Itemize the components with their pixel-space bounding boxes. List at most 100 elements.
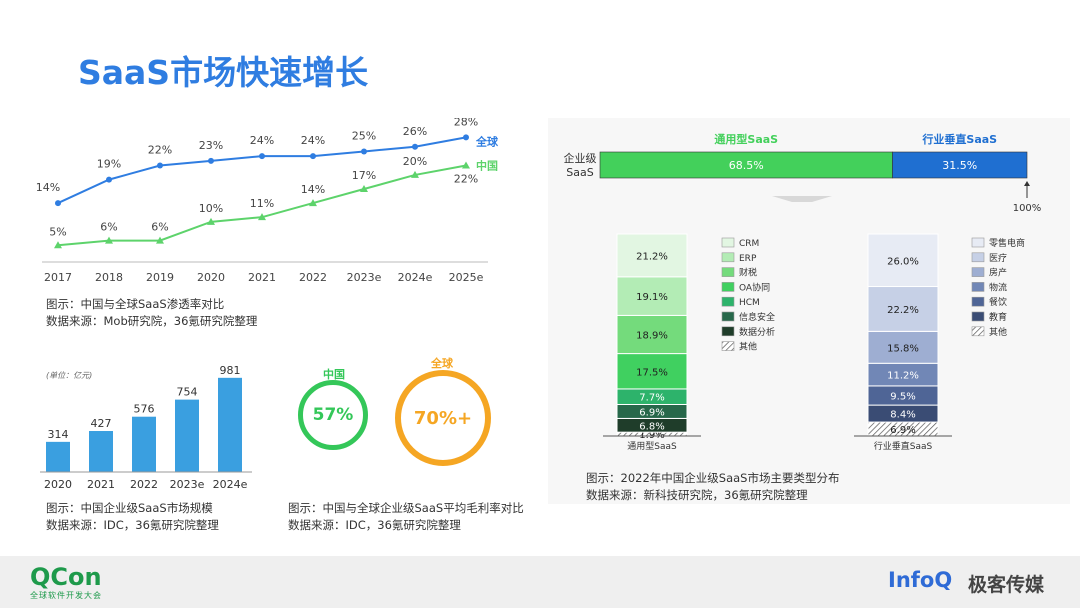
margin-note: 图示：中国与全球企业级SaaS平均毛利率对比 [288,501,524,515]
margin-china-value: 57% [312,405,354,425]
global-point [208,157,214,164]
legend-label: 餐饮 [989,296,1007,308]
legend-swatch [971,311,985,322]
legend-label: CRM [739,239,759,249]
point-label: 24% [250,134,274,147]
x-tick-label: 2023e [170,478,205,491]
china-point [411,170,419,178]
stack-segment-label: 6.9% [890,425,915,436]
china-point [207,217,215,225]
point-label: 5% [49,225,66,238]
geek-media-logo: 极客传媒 [968,574,1045,596]
bar-value-label: 314 [48,428,69,441]
point-label: 22% [148,144,172,157]
x-tick-label: 2017 [44,271,72,284]
legend-label: 物流 [989,281,1007,293]
point-label: 6% [151,221,168,234]
qcon-subtitle: 全球软件开发大会 [30,591,102,600]
global-point [463,134,469,141]
unit-label: (单位：亿元) [46,371,92,380]
legend-global: 全球 [475,134,499,148]
bar-value-label: 981 [220,364,241,377]
stack-xlabel: 通用型SaaS [627,441,677,452]
china-point [258,213,266,221]
x-tick-label: 2019 [146,271,174,284]
stack-segment-label: 6.8% [639,421,664,432]
bar-chart-note: 图示：中国企业级SaaS市场规模 [46,501,213,515]
point-label: 22% [454,173,478,186]
stack-segment-label: 6.9% [639,407,664,418]
legend-swatch [721,282,735,292]
legend-swatch [721,237,735,248]
margin-caption: 图示：中国与全球企业级SaaS平均毛利率对比 数据来源：IDC，36氪研究院整理 [288,500,524,534]
legend-china: 中国 [476,159,498,173]
point-label: 14% [36,181,60,194]
margin-global-label: 全球 [431,357,453,370]
x-tick-label: 2020 [44,478,72,491]
point-label: 26% [403,125,427,138]
stack-segment-label: 8.4% [890,410,915,421]
line-chart-note: 图示：中国与全球SaaS渗透率对比 [46,297,225,311]
x-tick-label: 2020 [197,271,225,284]
bar-value-label: 576 [134,403,155,416]
point-label: 10% [199,202,223,215]
legend-label: 房产 [989,267,1007,279]
global-point [361,148,367,155]
stack-segment-label: 18.9% [636,330,668,341]
split-ylabel: SaaS [566,166,593,179]
legend-label: ERP [739,254,757,264]
split-segment-label: 31.5% [942,159,977,172]
split-segment-name: 行业垂直SaaS [921,132,997,146]
margin-global-ring: 70%+ [395,370,491,466]
x-tick-label: 2023e [347,271,382,284]
footer-bar [0,556,1080,608]
bar-chart-caption: 图示：中国企业级SaaS市场规模 数据来源：IDC，36氪研究院整理 [46,500,219,534]
legend-label: 其他 [989,326,1007,338]
penetration-line-chart: 14% 19% 22% 23% 24% 24% 25% 26% 28% 5% 6% 6% 10% 11% 1… [36,118,499,284]
china-point [360,185,368,192]
china-point [105,236,113,244]
legend-label: 医疗 [989,252,1007,264]
stack-xlabel: 行业垂直SaaS [874,440,933,452]
stack-segment-label: 7.7% [639,393,664,404]
x-tick-label: 2024e [398,271,433,284]
margin-china-label: 中国 [323,368,345,381]
bar [218,377,242,472]
point-label: 24% [301,134,325,147]
legend-label: 其他 [739,341,757,353]
legend-label: 财税 [739,267,757,279]
point-label: 6% [100,221,117,234]
distribution-note: 图示：2022年中国企业级SaaS市场主要类型分布 [586,471,840,485]
stack-segment-label: 26.0% [887,256,919,267]
line-chart-caption: 图示：中国与全球SaaS渗透率对比 数据来源：Mob研究院，36氪研究院整理 [46,296,257,330]
zoom-wedge [772,196,832,202]
legend-label: 信息安全 [739,311,775,323]
bar [89,431,113,472]
stack-segment-label: 19.1% [636,292,668,303]
stack-segment-label: 15.8% [887,343,919,354]
split-segment [892,151,1028,179]
legend-label: 零售电商 [989,237,1025,249]
end-label: 100% [1013,203,1042,214]
margin-china-ring: 57% [298,380,368,450]
bar [132,416,156,472]
bar [175,399,199,472]
line-chart-source: 数据来源：Mob研究院，36氪研究院整理 [46,314,258,328]
end-arrow-head [1024,181,1030,186]
stack-segment [867,233,939,288]
global-point [106,176,112,183]
china-point [54,241,62,249]
legend-swatch [971,296,985,307]
stack-segment [616,314,688,355]
global-point [157,162,163,169]
legend-swatch [721,326,735,337]
stack-segment-label: 21.2% [636,251,668,262]
distribution-source: 数据来源：新科技研究院，36氪研究院整理 [586,488,808,502]
stack-segment-label: 22.2% [887,305,919,316]
stack-segment [616,276,688,316]
bar-value-label: 754 [177,386,198,399]
legend-label: 数据分析 [739,326,775,338]
point-label: 20% [403,155,427,168]
split-segment-label: 68.5% [729,159,764,172]
bar-value-label: 427 [91,417,112,430]
